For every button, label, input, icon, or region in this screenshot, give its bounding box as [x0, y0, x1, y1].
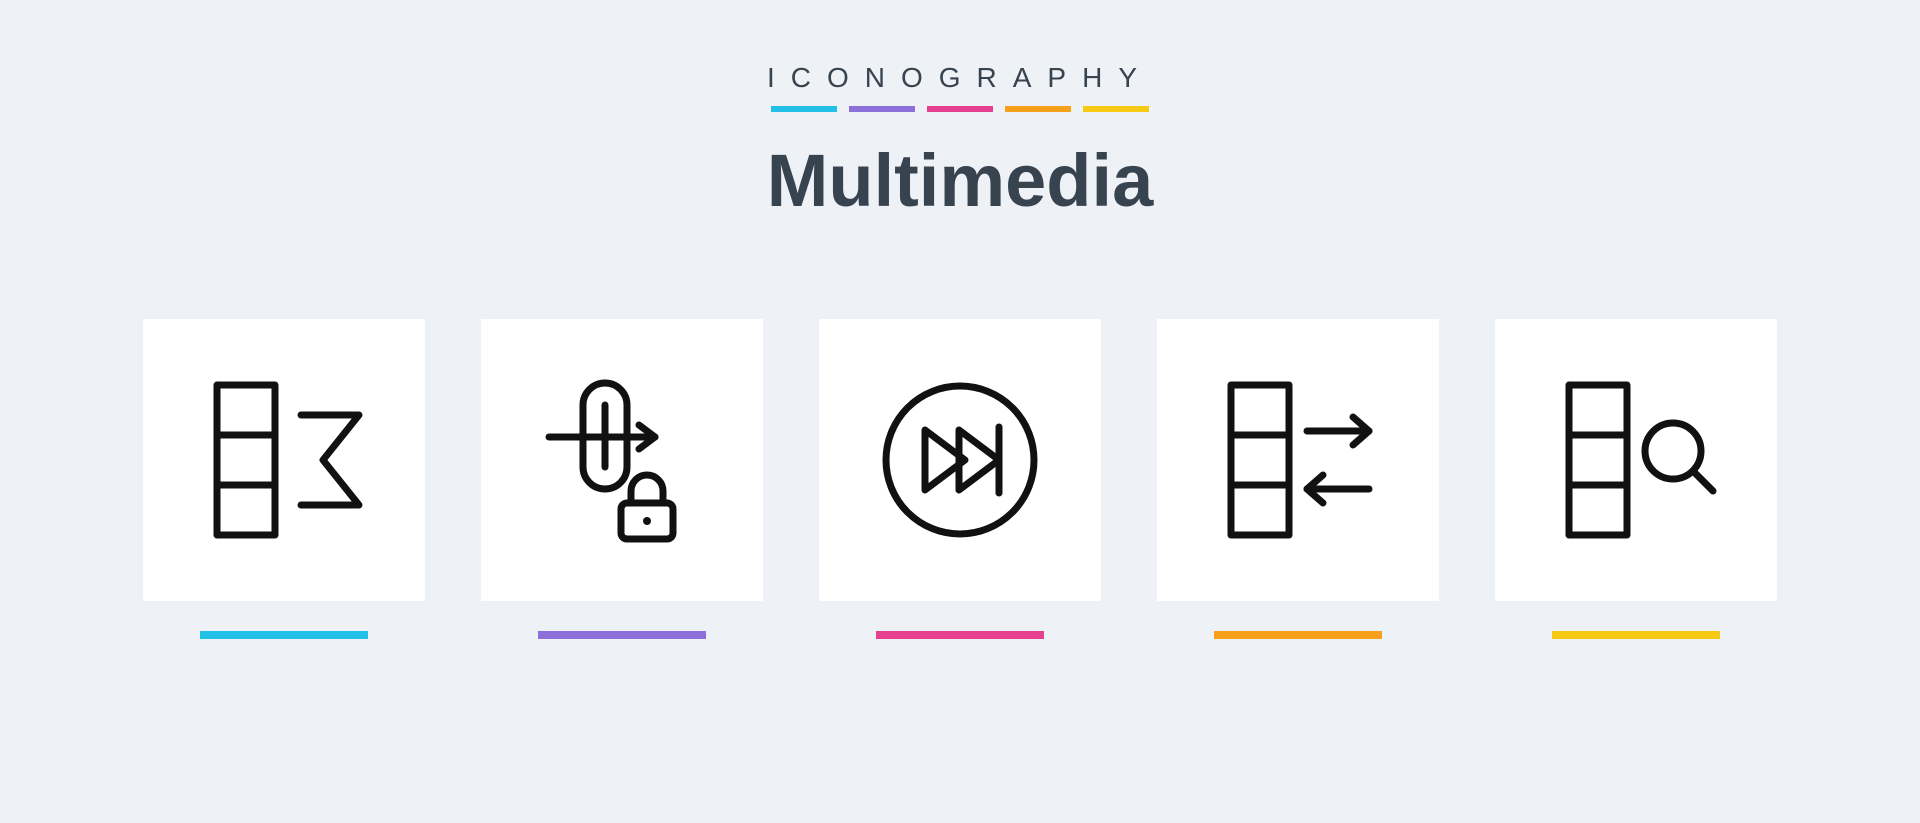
- accent-bar: [927, 106, 993, 112]
- link-locked-icon: [537, 375, 707, 545]
- column-sum-icon: [199, 375, 369, 545]
- icon-cell: [819, 319, 1101, 639]
- icon-card: [1157, 319, 1439, 601]
- icon-cell: [1157, 319, 1439, 639]
- icon-cell: [481, 319, 763, 639]
- header: ICONOGRAPHY Multimedia: [767, 62, 1153, 223]
- icon-card: [143, 319, 425, 601]
- data-transfer-icon: [1213, 375, 1383, 545]
- card-underline: [538, 631, 706, 639]
- icon-card: [1495, 319, 1777, 601]
- card-underline: [200, 631, 368, 639]
- skip-forward-icon: [875, 375, 1045, 545]
- card-underline: [1552, 631, 1720, 639]
- icon-cell: [143, 319, 425, 639]
- card-underline: [876, 631, 1044, 639]
- accent-bar: [771, 106, 837, 112]
- icon-row: [143, 319, 1777, 639]
- accent-bar: [849, 106, 915, 112]
- icon-cell: [1495, 319, 1777, 639]
- icon-card: [481, 319, 763, 601]
- brand-accents: [767, 106, 1153, 112]
- icon-card: [819, 319, 1101, 601]
- accent-bar: [1083, 106, 1149, 112]
- brand-label: ICONOGRAPHY: [767, 62, 1153, 94]
- accent-bar: [1005, 106, 1071, 112]
- data-search-icon: [1551, 375, 1721, 545]
- page-title: Multimedia: [767, 138, 1153, 223]
- card-underline: [1214, 631, 1382, 639]
